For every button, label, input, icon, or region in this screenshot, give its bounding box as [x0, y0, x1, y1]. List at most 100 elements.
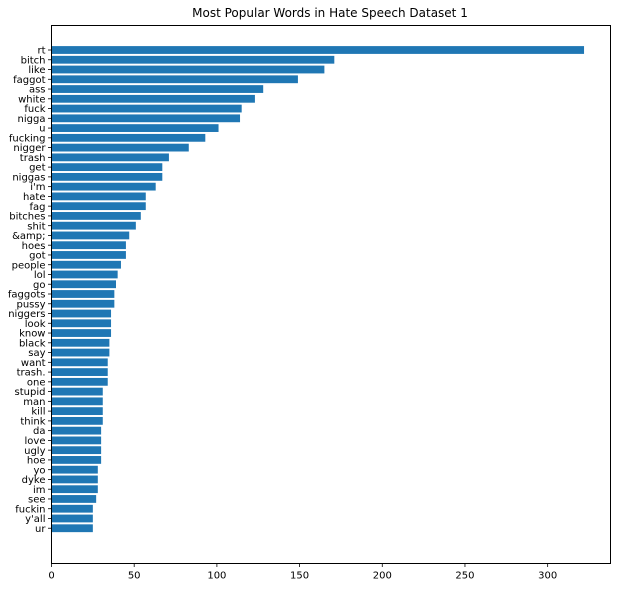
y-tick-label: bitches [9, 212, 45, 223]
bar [51, 55, 335, 64]
x-axis-ticks: 0 50 100 150 200 250 300 [48, 563, 557, 582]
bar [51, 163, 163, 172]
y-tick-label: go [33, 280, 45, 291]
x-tick-label: 200 [373, 571, 392, 582]
y-tick-label: shit [27, 221, 45, 232]
y-tick-label: love [25, 436, 46, 447]
bar [51, 387, 103, 396]
bar [51, 251, 126, 259]
y-tick-label: hate [23, 192, 46, 203]
x-tick-label: 150 [290, 571, 309, 582]
bar [51, 397, 103, 406]
y-tick-label: fuck [24, 104, 45, 115]
y-tick-label: i'm [30, 182, 45, 193]
y-tick-label: want [21, 358, 46, 369]
y-tick-label: get [29, 163, 46, 174]
bar [51, 241, 126, 250]
y-tick-label: say [28, 348, 45, 359]
y-tick-label: like [28, 65, 45, 76]
y-tick-label: got [29, 251, 45, 262]
bar [51, 85, 264, 93]
bar [51, 124, 219, 132]
bar [51, 426, 102, 435]
y-tick-label: black [19, 338, 46, 349]
y-tick-label: think [20, 416, 45, 427]
bar [51, 75, 298, 84]
bar [51, 260, 121, 269]
y-tick-label: faggot [13, 75, 45, 86]
y-tick-label: ass [29, 85, 46, 96]
bar [51, 221, 136, 230]
bar [51, 495, 97, 503]
bar [51, 299, 115, 308]
y-tick-label: kill [31, 407, 45, 418]
bar [51, 65, 325, 74]
y-tick-label: u [39, 124, 45, 135]
y-tick-label: &amp; [12, 231, 45, 242]
y-axis-ticks: rtbitchlikefaggotasswhitefuckniggaufucki… [8, 46, 52, 535]
y-tick-label: ur [35, 524, 46, 535]
bar [51, 456, 102, 464]
y-tick-label: people [12, 260, 46, 271]
bar [51, 358, 108, 367]
bar [51, 416, 103, 425]
bar [51, 329, 112, 337]
bar [51, 114, 241, 123]
bar [51, 338, 110, 347]
bar [51, 309, 112, 318]
y-tick-label: da [33, 426, 45, 437]
y-tick-label: faggots [8, 290, 46, 301]
y-tick-label: fuckin [15, 504, 45, 515]
bar [51, 270, 118, 279]
y-tick-label: trash. [17, 368, 46, 379]
bar [51, 280, 116, 289]
bar [51, 446, 102, 455]
y-tick-label: stupid [15, 387, 46, 398]
y-tick-label: lol [34, 270, 46, 281]
y-tick-label: look [25, 319, 46, 330]
y-tick-label: trash [20, 153, 46, 164]
y-tick-label: ugly [24, 446, 45, 457]
x-tick-label: 100 [207, 571, 226, 582]
bar [51, 407, 103, 416]
y-tick-label: rt [37, 46, 45, 57]
bar [51, 465, 98, 474]
bar [51, 475, 98, 484]
bar [51, 94, 255, 103]
bars-group [51, 46, 585, 533]
bar [51, 348, 110, 357]
y-tick-label: pussy [16, 299, 45, 310]
bar [51, 192, 146, 201]
bar [51, 436, 102, 445]
y-tick-label: niggas [12, 172, 45, 183]
y-tick-label: niggers [8, 309, 45, 320]
bar [51, 504, 93, 513]
y-tick-label: hoe [27, 456, 46, 467]
x-tick-label: 250 [455, 571, 474, 582]
chart-title: Most Popular Words in Hate Speech Datase… [192, 6, 468, 20]
y-tick-label: nigga [18, 114, 46, 125]
bar [51, 319, 112, 328]
x-tick-label: 50 [128, 571, 141, 582]
bar [51, 104, 242, 113]
bar [51, 46, 585, 54]
bar [51, 514, 93, 523]
x-tick-label: 0 [48, 571, 54, 582]
y-tick-label: nigger [13, 143, 46, 154]
bar [51, 153, 169, 162]
plot-area-frame [51, 25, 611, 564]
x-tick-label: 300 [538, 571, 557, 582]
bar [51, 143, 189, 152]
y-tick-label: y'all [25, 514, 45, 525]
bar [51, 231, 130, 240]
y-tick-label: yo [33, 465, 45, 476]
y-tick-label: one [27, 377, 46, 388]
y-tick-label: hoes [22, 241, 46, 252]
y-tick-label: white [18, 94, 45, 105]
y-tick-label: im [33, 485, 46, 496]
bar [51, 182, 156, 191]
bar [51, 212, 141, 220]
bar [51, 172, 163, 181]
bar [51, 485, 98, 494]
